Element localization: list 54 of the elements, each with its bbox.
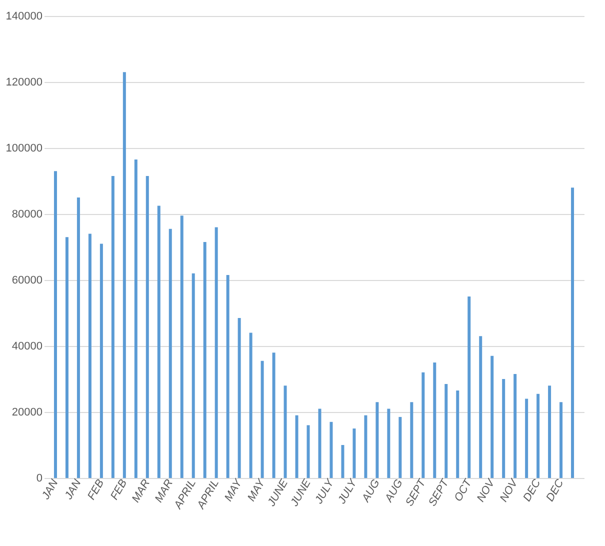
bar xyxy=(100,244,103,478)
bar xyxy=(571,188,574,478)
bar xyxy=(203,242,206,478)
bar xyxy=(490,356,494,478)
bar xyxy=(134,160,138,478)
bar xyxy=(456,390,460,478)
bar xyxy=(502,379,506,478)
bar xyxy=(249,332,252,478)
bar xyxy=(525,398,528,478)
bar xyxy=(422,372,425,478)
bar xyxy=(352,428,356,478)
bar xyxy=(122,72,126,478)
bar xyxy=(272,352,276,478)
bar xyxy=(111,176,114,478)
bar xyxy=(157,206,160,478)
bar xyxy=(214,227,218,478)
bar xyxy=(444,384,448,478)
bar xyxy=(54,171,57,478)
y-tick-label: 100000 xyxy=(6,142,42,154)
bar xyxy=(548,386,552,478)
bar xyxy=(433,362,436,478)
bar xyxy=(88,234,92,478)
bar xyxy=(410,402,414,478)
bar xyxy=(398,416,402,478)
bar xyxy=(306,425,310,478)
bar xyxy=(376,402,379,478)
bar xyxy=(180,216,184,478)
bar xyxy=(479,336,482,478)
bar xyxy=(168,228,172,478)
y-tick-label: 40000 xyxy=(12,340,42,352)
bar xyxy=(560,402,563,478)
y-tick-label: 0 xyxy=(36,472,42,484)
y-tick-label: 60000 xyxy=(12,274,42,286)
bar xyxy=(76,198,80,478)
y-tick-label: 20000 xyxy=(12,406,42,418)
bar xyxy=(226,275,230,478)
y-tick-label: 140000 xyxy=(6,10,42,22)
bar xyxy=(284,386,287,478)
bar xyxy=(192,273,195,478)
bar xyxy=(468,296,471,478)
bar xyxy=(65,237,68,478)
bar xyxy=(341,445,344,478)
bar xyxy=(318,408,322,478)
bar xyxy=(146,176,149,478)
bar xyxy=(295,415,298,478)
bar xyxy=(238,318,241,478)
bar xyxy=(260,360,264,478)
y-tick-label: 80000 xyxy=(12,208,42,220)
bar xyxy=(330,422,333,478)
bar xyxy=(364,415,368,478)
bar xyxy=(387,408,390,478)
bar xyxy=(536,394,540,478)
y-tick-label: 120000 xyxy=(6,76,42,88)
bar xyxy=(514,374,517,478)
